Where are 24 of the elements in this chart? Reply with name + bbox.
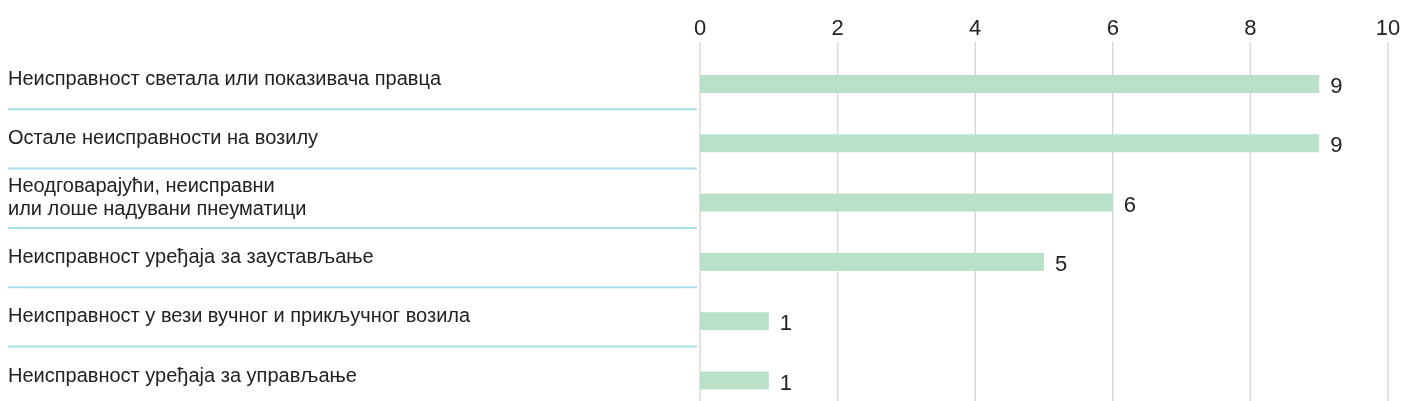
data-label: 9 <box>1330 132 1343 158</box>
bar <box>700 134 1320 153</box>
x2-tick-label: 4 <box>969 15 982 40</box>
x2-tick-label: 6 <box>1106 15 1119 40</box>
data-label: 5 <box>1055 250 1068 276</box>
bar <box>700 252 1044 271</box>
data-label: 1 <box>779 310 793 336</box>
data-label: 9 <box>1330 73 1343 98</box>
y-tick-label: Неисправност уређаја за заустављање <box>8 244 374 267</box>
y-tick-label: Неодговарајући, неисправни или лоше надувани пнеуматици <box>8 174 307 220</box>
x2-tick-label: 0 <box>693 15 707 40</box>
bar <box>700 193 1113 212</box>
data-label: 6 <box>1123 191 1137 217</box>
y-tick-label: Неисправност у вези вучног и прикључног возила <box>8 304 471 327</box>
x2-tick-label: 2 <box>831 15 844 40</box>
bar <box>700 312 769 331</box>
bar <box>700 371 769 390</box>
bar <box>700 75 1320 93</box>
y-tick-label: Остале неисправности на возилу <box>8 126 319 149</box>
x2-tick-label: 8 <box>1244 15 1257 40</box>
y-tick-label: Неисправност уређаја за управљање <box>8 363 357 386</box>
y-tick-label: Неисправност светала или показивача правца <box>8 67 442 89</box>
x2-tick-label: 10 <box>1375 15 1401 40</box>
data-label: 1 <box>779 369 793 395</box>
